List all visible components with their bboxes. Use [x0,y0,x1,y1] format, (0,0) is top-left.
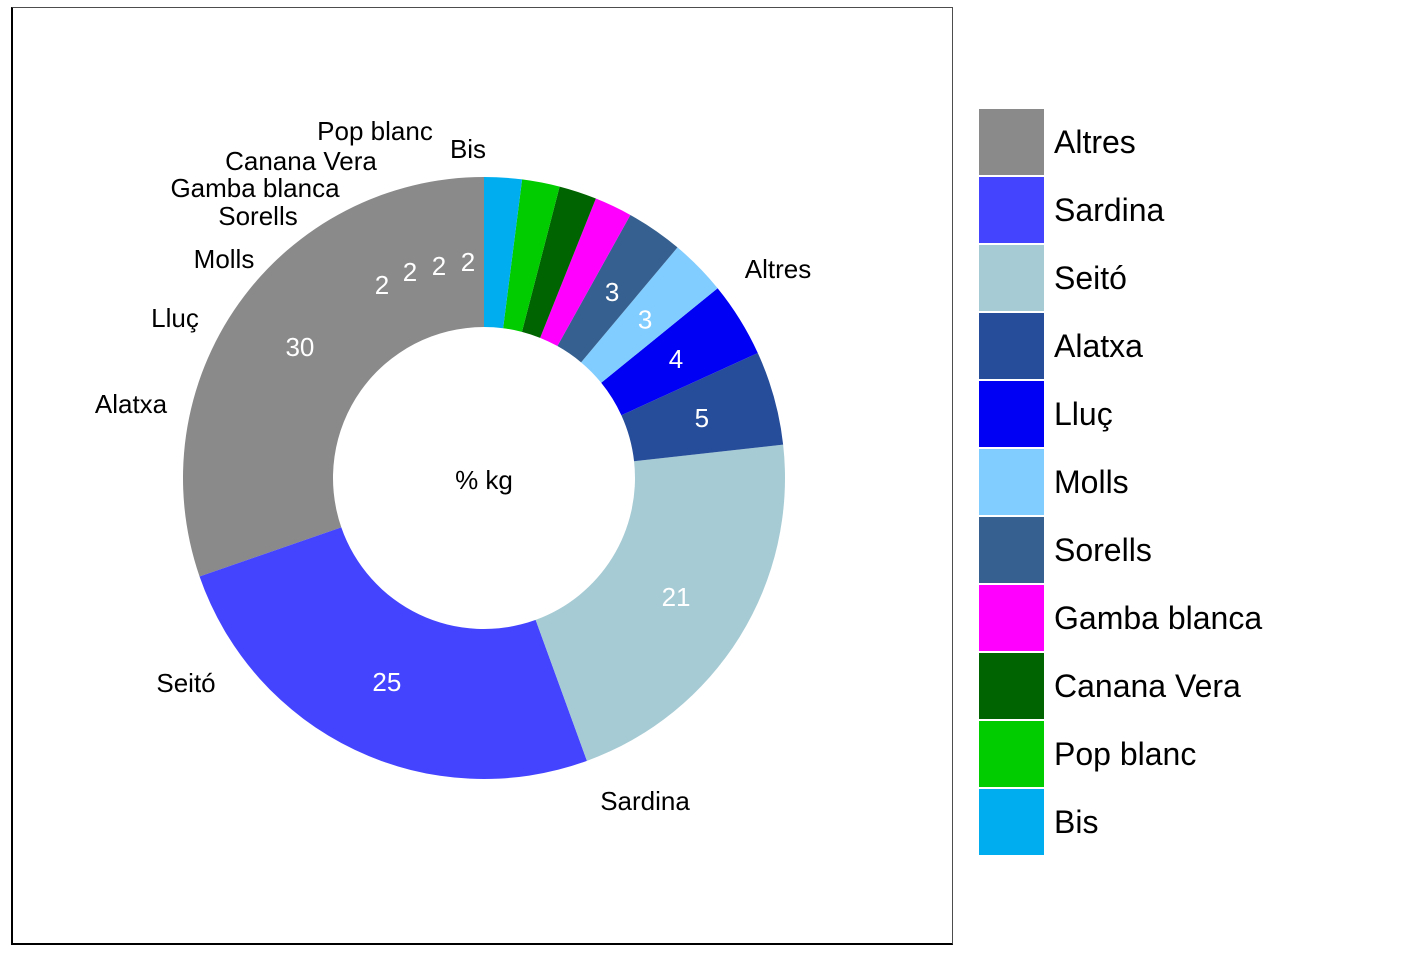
outer-label-lluc: Lluç [151,303,199,333]
outer-label-bis: Bis [450,134,486,164]
value-label-sorells: 3 [605,277,619,307]
slice-alatxa [621,352,784,462]
value-label-bis: 2 [461,247,475,277]
outer-label-altres: Altres [745,254,811,284]
value-label-canana-vera: 2 [403,257,417,287]
legend-swatch-bis [979,789,1044,855]
value-label-seito: 21 [662,582,691,612]
legend-swatch-molls [979,449,1044,515]
legend-swatch-seito [979,245,1044,311]
slice-sorells [557,214,678,363]
outer-labels: Altres Sardina Seitó Alatxa Lluç Molls Sorells… [95,116,811,816]
legend-swatch-sorells [979,517,1044,583]
legend-label-alatxa: Alatxa [1054,328,1143,364]
legend-label-altres: Altres [1054,124,1136,160]
value-label-altres: 30 [285,332,314,362]
value-label-lluc: 4 [669,344,683,374]
value-label-gamba-blanca: 2 [375,270,389,300]
legend-label-sorells: Sorells [1054,532,1152,568]
slices [183,177,785,779]
slice-canana-vera [521,186,596,338]
legend-swatch-alatxa [979,313,1044,379]
outer-label-sardina: Sardina [600,786,690,816]
legend-swatch-canana-vera [979,653,1044,719]
slice-seito [535,444,785,761]
outer-label-gamba-blanca: Gamba blanca [170,173,340,203]
outer-label-sorells: Sorells [218,201,297,231]
legend-swatch-altres [979,109,1044,175]
chart-frame [11,7,953,945]
slice-pop-blanc [503,179,560,332]
center-label: % kg [455,465,513,495]
value-label-pop-blanc: 2 [432,251,446,281]
legend-label-bis: Bis [1054,804,1098,840]
slice-molls [581,247,718,383]
outer-label-pop-blanc: Pop blanc [317,116,433,146]
legend-swatch-lluc [979,381,1044,447]
legend-label-lluc: Lluç [1054,396,1113,432]
legend-label-seito: Seitó [1054,260,1127,296]
legend-swatch-sardina [979,177,1044,243]
legend-label-gamba-blanca: Gamba blanca [1054,600,1262,636]
legend-swatch-pop-blanc [979,721,1044,787]
slice-altres [183,177,484,577]
legend-label-molls: Molls [1054,464,1129,500]
legend-label-canana-vera: Canana Vera [1054,668,1241,704]
value-label-molls: 3 [638,304,652,334]
outer-label-seito: Seitó [156,668,215,698]
legend-swatch-gamba-blanca [979,585,1044,651]
value-label-alatxa: 5 [695,403,709,433]
legend: Altres Sardina Seitó Alatxa Lluç Molls Sorells… [979,109,1262,855]
legend-label-sardina: Sardina [1054,192,1165,228]
outer-label-alatxa: Alatxa [95,389,168,419]
outer-label-molls: Molls [194,244,255,274]
slice-gamba-blanca [540,198,631,347]
slice-sardina [199,527,587,779]
outer-label-canana-vera: Canana Vera [225,146,377,176]
slice-lluc [601,288,758,416]
value-label-sardina: 25 [372,667,401,697]
slice-bis [484,177,523,329]
legend-label-pop-blanc: Pop blanc [1054,736,1196,772]
